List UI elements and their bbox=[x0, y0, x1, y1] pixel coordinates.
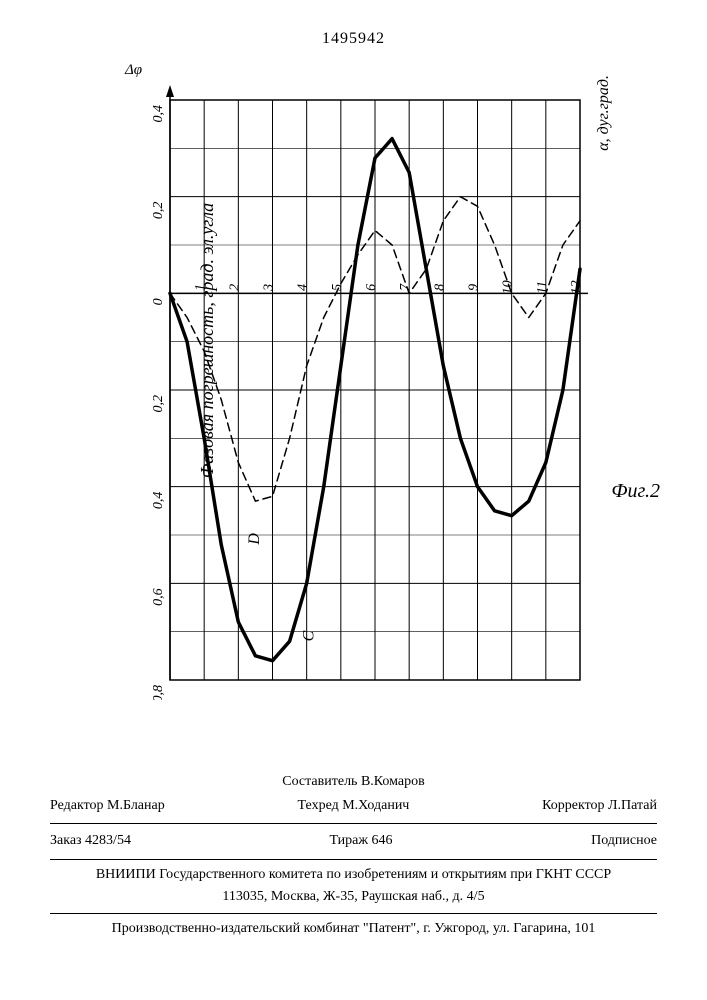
divider bbox=[50, 859, 657, 860]
order-row: Заказ 4283/54 Тираж 646 Подписное bbox=[50, 828, 657, 854]
svg-text:0: 0 bbox=[151, 298, 166, 305]
org-line2: 113035, Москва, Ж-35, Раушская наб., д. … bbox=[50, 886, 657, 908]
signed: Подписное bbox=[591, 830, 657, 852]
svg-text:0,6: 0,6 bbox=[151, 588, 166, 606]
org-line1: ВНИИПИ Государственного комитета по изоб… bbox=[50, 864, 657, 886]
svg-text:2: 2 bbox=[227, 284, 242, 291]
svg-text:0,8: 0,8 bbox=[151, 685, 166, 700]
svg-text:C: C bbox=[301, 630, 318, 641]
order-number: Заказ 4283/54 bbox=[50, 830, 131, 852]
divider bbox=[50, 823, 657, 824]
x-axis-label: α, дуг.град. bbox=[595, 75, 613, 151]
credits-row: Редактор М.Бланар Техред М.Ходанич Корре… bbox=[50, 793, 657, 819]
compiler-line: Составитель В.Комаров bbox=[50, 771, 657, 793]
corrector: Корректор Л.Патай bbox=[542, 795, 657, 817]
svg-text:7: 7 bbox=[398, 283, 413, 291]
svg-text:D: D bbox=[246, 533, 263, 546]
publisher-line: Производственно-издательский комбинат "П… bbox=[50, 918, 657, 940]
editor: Редактор М.Бланар bbox=[50, 795, 165, 817]
divider bbox=[50, 913, 657, 914]
svg-text:0,2: 0,2 bbox=[151, 202, 166, 220]
svg-text:3: 3 bbox=[262, 284, 277, 292]
y-axis-symbol: Δφ bbox=[125, 62, 142, 79]
svg-text:0,2: 0,2 bbox=[151, 395, 166, 413]
svg-text:4: 4 bbox=[296, 284, 311, 291]
svg-text:9: 9 bbox=[467, 284, 482, 291]
y-axis-label: Фазовая погрешность, град. эл.угла bbox=[197, 203, 218, 478]
svg-text:11: 11 bbox=[535, 281, 550, 294]
phase-error-chart: 0,40,200,20,40,60,8123456789101112CD Фаз… bbox=[130, 80, 590, 700]
svg-text:8: 8 bbox=[432, 284, 447, 291]
tech-editor: Техред М.Ходанич bbox=[298, 795, 410, 817]
figure-label: Фиг.2 bbox=[611, 480, 660, 503]
svg-text:6: 6 bbox=[364, 284, 379, 291]
svg-text:10: 10 bbox=[501, 280, 516, 294]
svg-text:0,4: 0,4 bbox=[151, 105, 166, 123]
footer-block: Составитель В.Комаров Редактор М.Бланар … bbox=[50, 771, 657, 940]
svg-text:0,4: 0,4 bbox=[151, 492, 166, 510]
document-number: 1495942 bbox=[322, 30, 385, 48]
circulation: Тираж 646 bbox=[329, 830, 392, 852]
